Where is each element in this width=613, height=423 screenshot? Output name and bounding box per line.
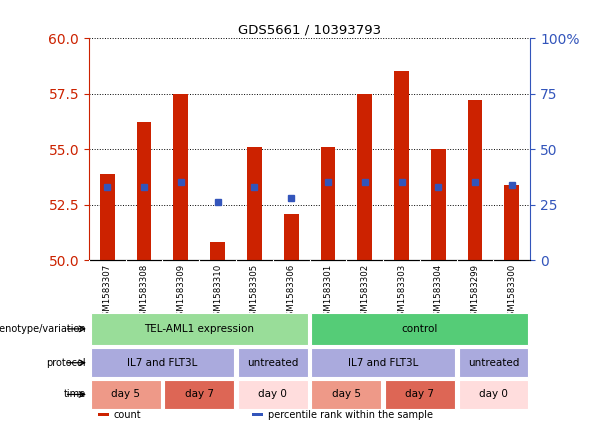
Text: protocol: protocol: [46, 358, 86, 368]
Text: IL7 and FLT3L: IL7 and FLT3L: [348, 358, 418, 368]
Bar: [247, 147, 262, 260]
Text: GSM1583308: GSM1583308: [140, 264, 148, 322]
Bar: [97, 413, 109, 416]
Text: day 0: day 0: [258, 390, 287, 399]
Bar: [385, 380, 455, 409]
Bar: [91, 313, 308, 345]
Bar: [321, 147, 335, 260]
Bar: [311, 313, 528, 345]
Text: GSM1583307: GSM1583307: [103, 264, 112, 322]
Bar: [91, 349, 234, 377]
Text: GSM1583306: GSM1583306: [287, 264, 295, 322]
Bar: [311, 349, 455, 377]
Bar: [468, 100, 482, 260]
Text: day 5: day 5: [111, 390, 140, 399]
Bar: [459, 380, 528, 409]
Text: untreated: untreated: [247, 358, 299, 368]
Text: day 0: day 0: [479, 390, 508, 399]
Text: day 7: day 7: [405, 390, 435, 399]
Bar: [137, 122, 151, 260]
Text: day 5: day 5: [332, 390, 361, 399]
Bar: [173, 93, 188, 260]
Bar: [284, 214, 299, 260]
Text: GSM1583310: GSM1583310: [213, 264, 222, 322]
Bar: [210, 242, 225, 260]
Text: GSM1583309: GSM1583309: [177, 264, 185, 322]
Text: percentile rank within the sample: percentile rank within the sample: [268, 409, 433, 420]
Bar: [504, 184, 519, 260]
Bar: [100, 173, 115, 260]
Text: IL7 and FLT3L: IL7 and FLT3L: [128, 358, 197, 368]
Text: GSM1583303: GSM1583303: [397, 264, 406, 322]
Text: GSM1583301: GSM1583301: [324, 264, 332, 322]
Text: time: time: [64, 390, 86, 399]
Text: GSM1583299: GSM1583299: [471, 264, 479, 322]
Bar: [164, 380, 234, 409]
Text: GSM1583305: GSM1583305: [250, 264, 259, 322]
Text: TEL-AML1 expression: TEL-AML1 expression: [144, 324, 254, 334]
Text: GSM1583302: GSM1583302: [360, 264, 369, 322]
Text: untreated: untreated: [468, 358, 519, 368]
Bar: [91, 380, 161, 409]
Bar: [311, 380, 381, 409]
Bar: [459, 349, 528, 377]
Bar: [252, 413, 263, 416]
Bar: [238, 349, 308, 377]
Bar: [394, 71, 409, 260]
Text: genotype/variation: genotype/variation: [0, 324, 86, 334]
Text: day 7: day 7: [185, 390, 214, 399]
Text: count: count: [113, 409, 141, 420]
Bar: [431, 149, 446, 260]
Title: GDS5661 / 10393793: GDS5661 / 10393793: [238, 24, 381, 37]
Bar: [357, 93, 372, 260]
Text: GSM1583300: GSM1583300: [508, 264, 516, 322]
Text: GSM1583304: GSM1583304: [434, 264, 443, 322]
Bar: [238, 380, 308, 409]
Text: control: control: [402, 324, 438, 334]
